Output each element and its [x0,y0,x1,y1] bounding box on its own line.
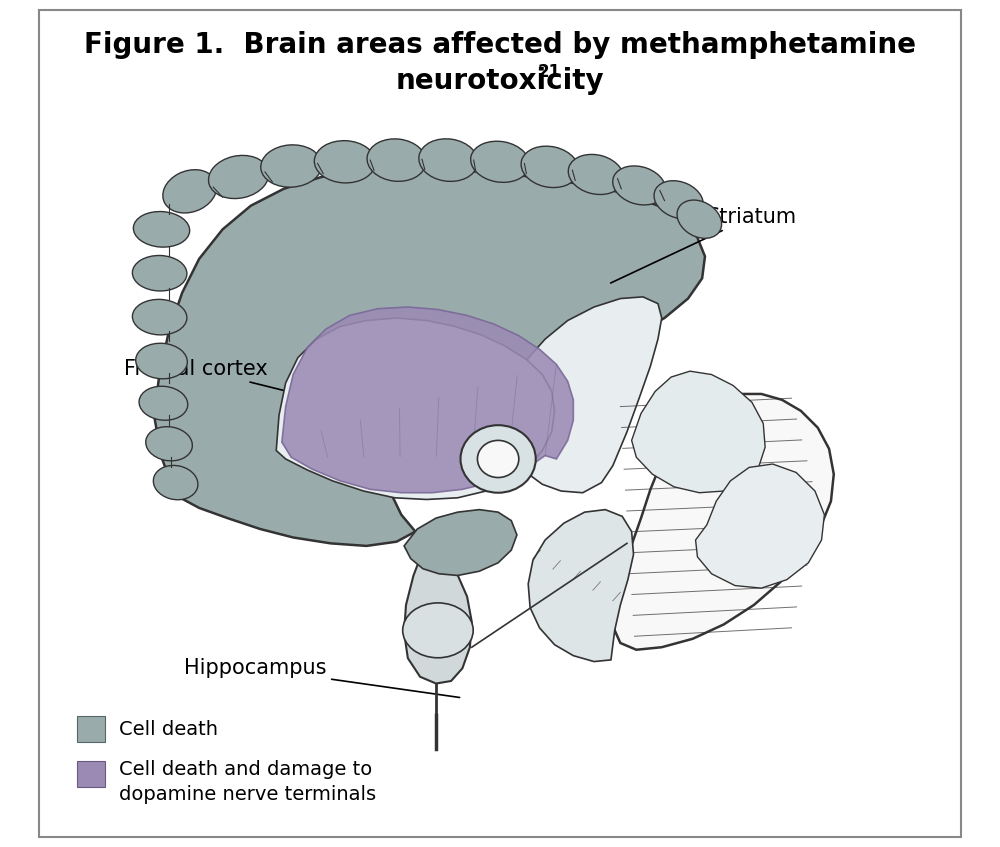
Polygon shape [154,169,705,546]
Text: Striatum: Striatum [611,207,797,283]
Polygon shape [613,394,834,650]
Ellipse shape [163,169,217,213]
Ellipse shape [568,154,624,195]
Polygon shape [404,510,517,575]
Text: neurotoxicity: neurotoxicity [396,67,604,95]
Polygon shape [276,318,555,500]
Ellipse shape [132,299,187,335]
Ellipse shape [146,427,192,461]
Text: Figure 1.  Brain areas affected by methamphetamine: Figure 1. Brain areas affected by metham… [84,31,916,59]
Text: Hippocampus: Hippocampus [184,658,460,697]
Ellipse shape [261,145,322,187]
Text: 21: 21 [537,64,560,81]
Ellipse shape [471,141,529,182]
Circle shape [461,425,536,493]
Ellipse shape [367,139,426,181]
Circle shape [477,440,519,478]
Ellipse shape [419,139,478,181]
Ellipse shape [403,603,473,658]
Text: Cell death: Cell death [119,720,218,739]
FancyBboxPatch shape [77,761,105,787]
Ellipse shape [133,212,190,247]
Polygon shape [528,510,634,662]
Ellipse shape [153,466,198,500]
Polygon shape [508,296,662,493]
Polygon shape [632,371,765,493]
Text: dopamine nerve terminals: dopamine nerve terminals [119,785,376,805]
Ellipse shape [139,386,188,420]
Ellipse shape [314,141,375,183]
Ellipse shape [654,180,703,219]
Ellipse shape [136,343,187,379]
Text: Cell death and damage to: Cell death and damage to [119,760,372,779]
Text: Frontal cortex: Frontal cortex [124,358,295,393]
Ellipse shape [521,147,579,187]
FancyBboxPatch shape [77,717,105,742]
Polygon shape [696,464,824,588]
Ellipse shape [613,166,666,205]
Ellipse shape [677,200,722,238]
Polygon shape [404,546,472,684]
Ellipse shape [208,155,269,198]
Ellipse shape [132,256,187,291]
Polygon shape [282,307,573,493]
